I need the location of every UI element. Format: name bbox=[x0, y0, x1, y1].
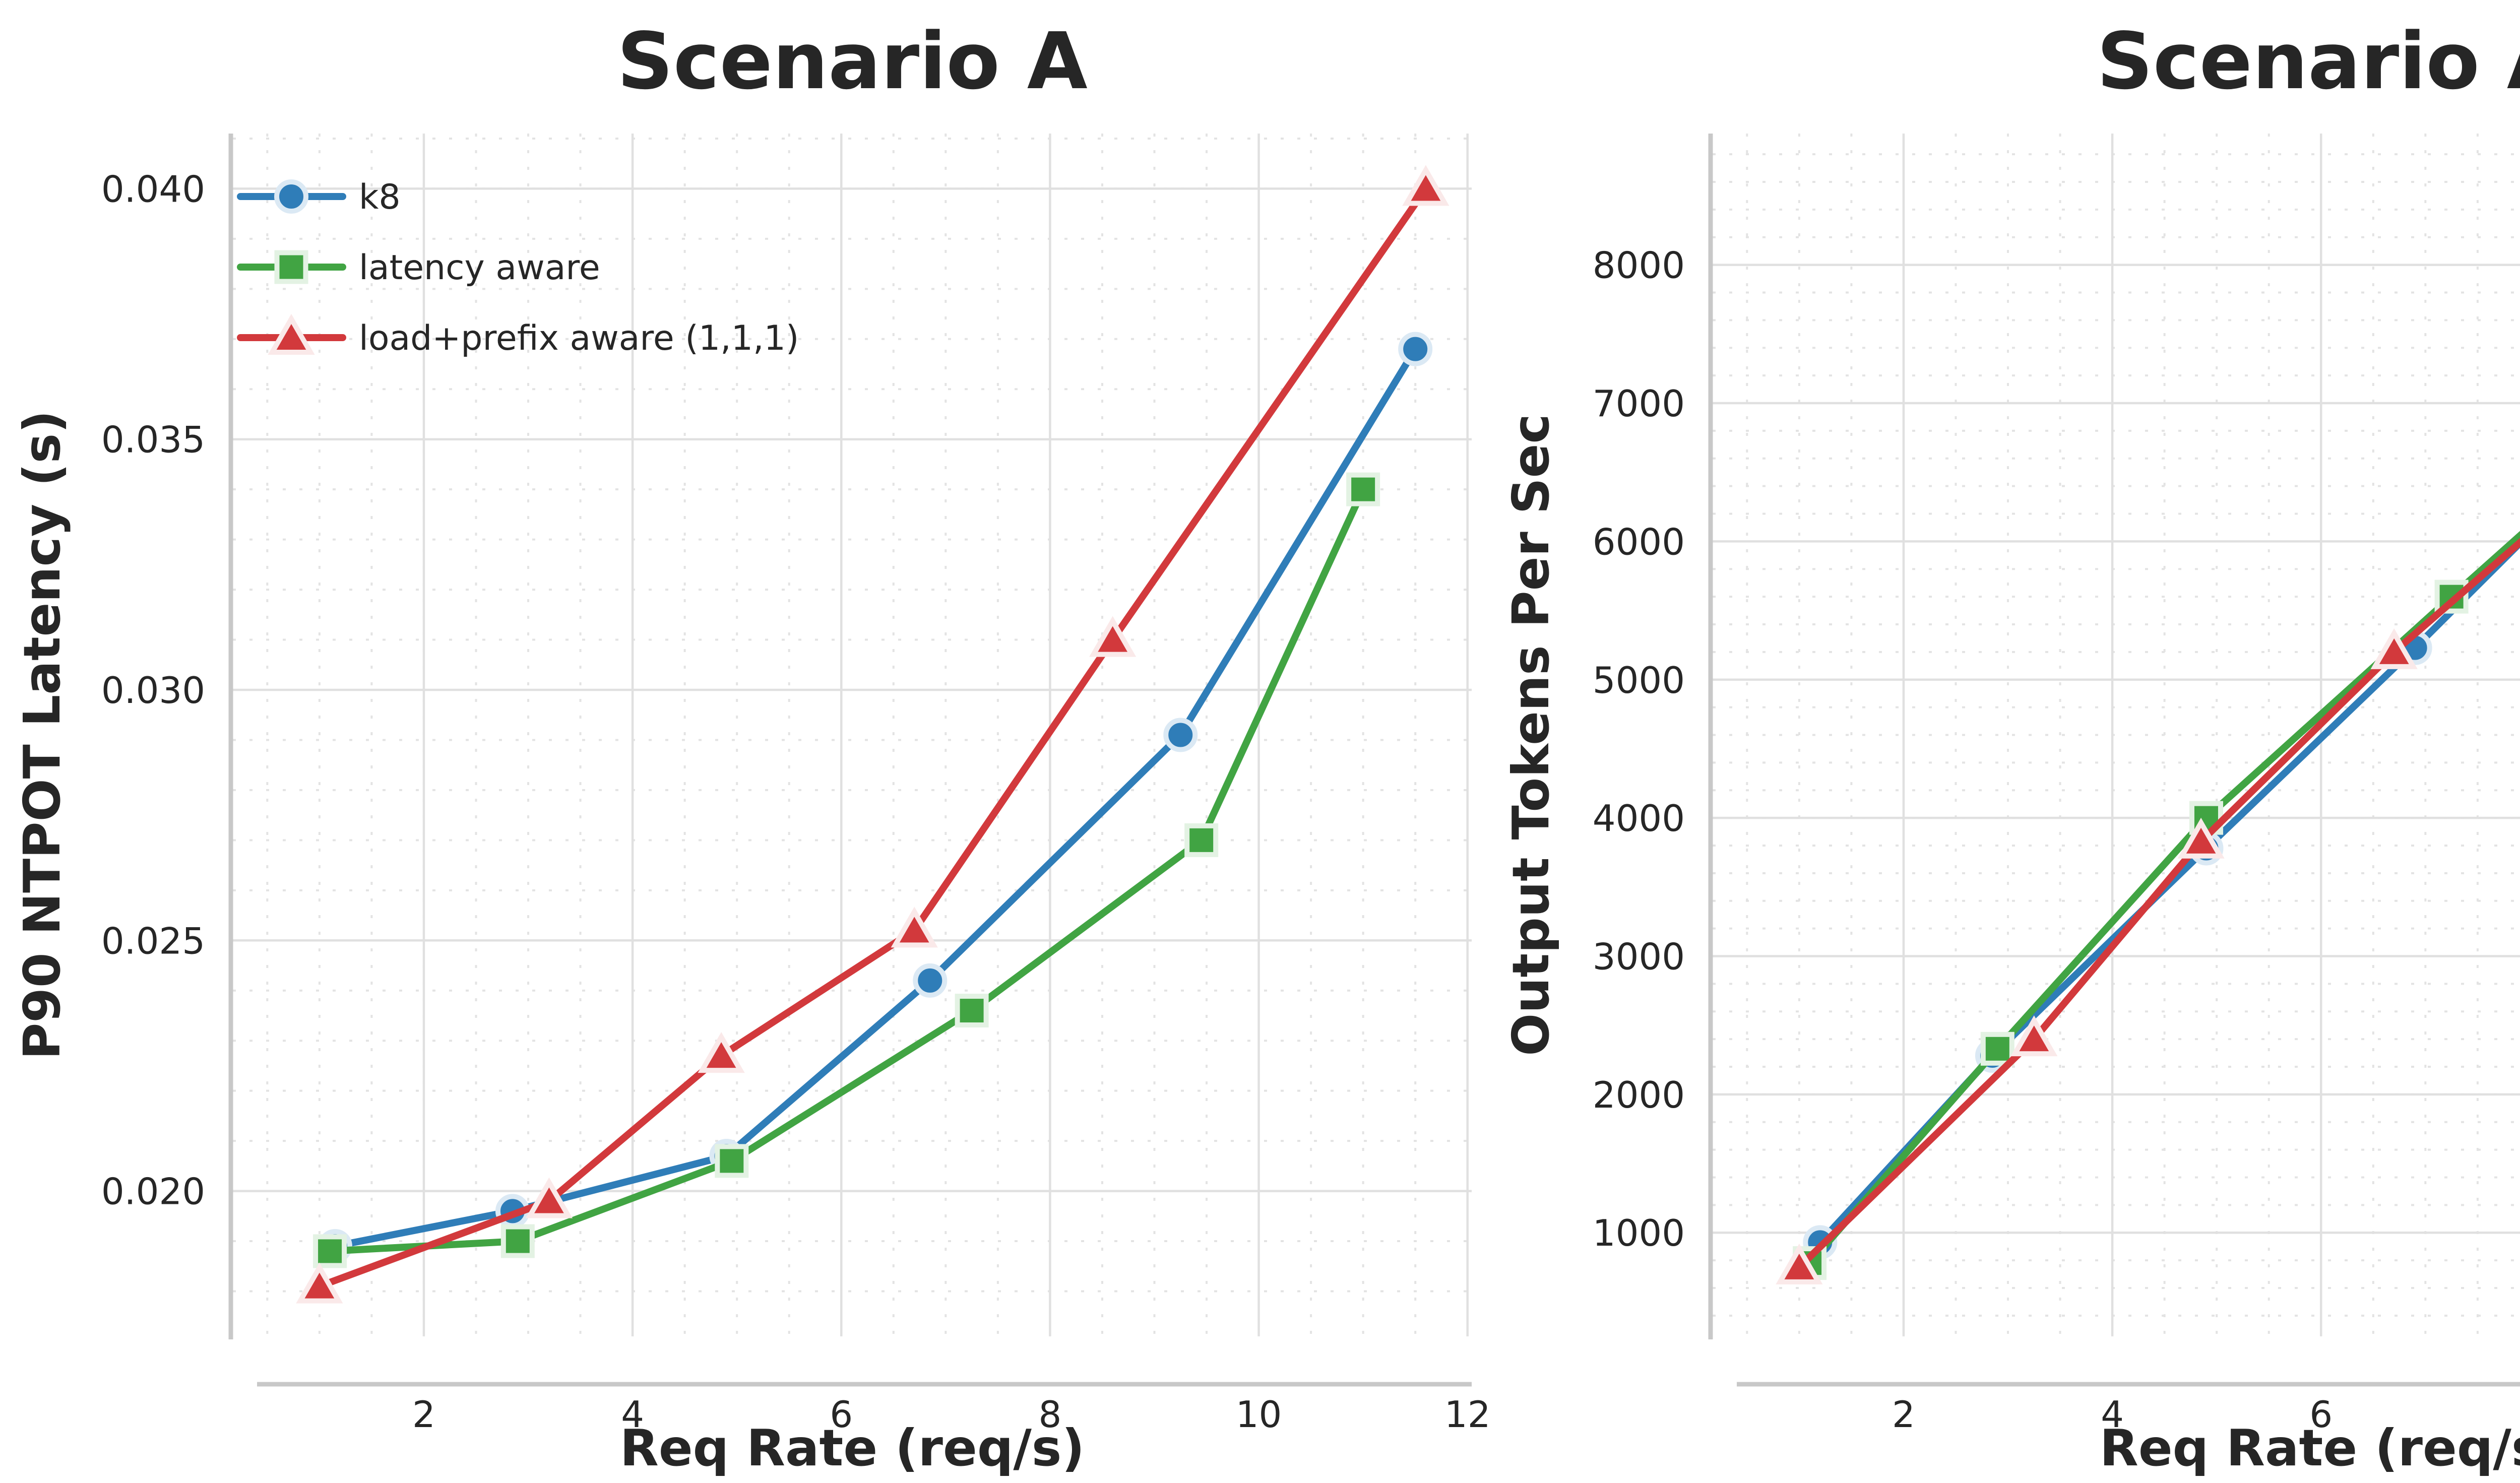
y-tick-label: 5000 bbox=[1593, 659, 1685, 701]
chart-title: Scenario A bbox=[617, 16, 1088, 107]
y-tick-label: 0.040 bbox=[101, 168, 205, 210]
legend-label: load+prefix aware (1,1,1) bbox=[359, 318, 799, 358]
x-tick-label: 12 bbox=[1444, 1393, 1491, 1436]
legend-marker-square bbox=[274, 250, 308, 284]
x-tick-label: 8 bbox=[1039, 1393, 1062, 1436]
data-point-marker-triangle bbox=[1402, 165, 1450, 206]
x-tick-label: 6 bbox=[2309, 1393, 2333, 1436]
series-line-load-prefix-aware-1-1-1- bbox=[316, 185, 1429, 1290]
y-tick-label: 0.035 bbox=[101, 419, 205, 461]
data-point-marker-square bbox=[1184, 823, 1219, 857]
data-point-marker-triangle bbox=[698, 1032, 745, 1073]
y-tick-label: 4000 bbox=[1593, 797, 1685, 840]
y-axis-label: P90 NTPOT Latency (s) bbox=[13, 410, 72, 1060]
y-tick-label: 7000 bbox=[1593, 382, 1685, 425]
data-point-marker-triangle bbox=[2177, 817, 2225, 859]
x-tick-label: 2 bbox=[1892, 1393, 1915, 1436]
data-point-marker-circle bbox=[1163, 718, 1198, 752]
x-tick-label: 10 bbox=[1236, 1393, 1282, 1436]
data-point-marker-square bbox=[955, 994, 989, 1028]
series-line-k8 bbox=[331, 345, 1419, 1250]
data-point-marker-square bbox=[500, 1224, 535, 1258]
y-tick-label: 0.030 bbox=[101, 669, 205, 712]
x-tick-label: 8 bbox=[2518, 1393, 2520, 1436]
x-tick-label: 2 bbox=[412, 1393, 435, 1436]
data-point-marker-triangle bbox=[296, 1262, 343, 1304]
data-point-marker-circle bbox=[1398, 332, 1433, 366]
minor-grid bbox=[233, 134, 1472, 1336]
data-point-marker-triangle bbox=[891, 907, 938, 948]
chart-left: 0.020 0.025 0.030 0.035 0.040 2 4 6 8 10 12 Scenari… bbox=[13, 16, 1491, 1477]
data-point-marker-triangle bbox=[525, 1177, 573, 1218]
data-point-marker-square bbox=[1980, 1031, 2014, 1066]
legend: k8 latency aware load+prefix aware (1,1,1) bbox=[237, 177, 799, 358]
data-point-marker-triangle bbox=[2370, 628, 2418, 669]
legend-marker-circle bbox=[274, 179, 308, 214]
x-tick-label: 6 bbox=[830, 1393, 853, 1436]
x-axis-label: Req Rate (req/s) bbox=[620, 1418, 1085, 1477]
chart-right: 1000200030004000500060007000800024681012… bbox=[1501, 16, 2520, 1477]
x-axis-label: Req Rate (req/s) bbox=[2100, 1418, 2520, 1477]
major-grid bbox=[233, 134, 1472, 1336]
y-tick-label: 3000 bbox=[1593, 935, 1685, 978]
y-tick-label: 6000 bbox=[1593, 521, 1685, 563]
legend-label: k8 bbox=[359, 177, 401, 217]
data-point-marker-square bbox=[715, 1144, 749, 1178]
major-grid bbox=[1713, 134, 2520, 1336]
data-point-marker-triangle bbox=[1089, 616, 1137, 657]
series-line-load-prefix-aware-1-1-1- bbox=[1795, 538, 2520, 1271]
x-tick-label: 4 bbox=[621, 1393, 644, 1436]
y-tick-label: 1000 bbox=[1593, 1212, 1685, 1254]
minor-grid bbox=[1713, 134, 2520, 1336]
y-tick-label: 8000 bbox=[1593, 244, 1685, 287]
data-point-marker-square bbox=[1346, 472, 1380, 506]
legend-label: latency aware bbox=[359, 248, 600, 288]
y-tick-label: 2000 bbox=[1593, 1074, 1685, 1116]
y-tick-label: 0.020 bbox=[101, 1171, 205, 1213]
series-line-latency-aware bbox=[1806, 531, 2520, 1267]
y-tick-label: 0.025 bbox=[101, 920, 205, 962]
x-tick-label: 4 bbox=[2101, 1393, 2124, 1436]
legend-marker-triangle bbox=[268, 314, 315, 355]
data-point-marker-square bbox=[313, 1234, 347, 1268]
chart-title: Scenario A bbox=[2097, 16, 2520, 107]
series-line-k8 bbox=[1816, 538, 2520, 1246]
data-point-marker-triangle bbox=[1776, 1243, 1823, 1284]
series-line-latency-aware bbox=[326, 486, 1367, 1255]
data-point-marker-circle bbox=[913, 963, 948, 998]
y-axis-label: Output Tokens Per Sec bbox=[1501, 414, 1560, 1056]
data-point-marker-triangle bbox=[2010, 1015, 2058, 1057]
